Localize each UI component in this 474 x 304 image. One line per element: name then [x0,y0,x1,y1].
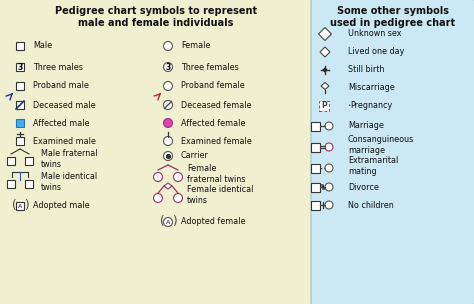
Text: Pregnancy: Pregnancy [350,102,392,110]
Text: Adopted male: Adopted male [33,202,90,210]
Text: Male fraternal
twins: Male fraternal twins [41,149,98,169]
Circle shape [164,151,173,161]
Text: Deceased male: Deceased male [33,101,96,109]
Bar [311,201,320,209]
Text: ): ) [24,199,28,212]
Polygon shape [319,27,331,40]
Bar [16,63,24,71]
Circle shape [164,217,173,226]
Text: Carrier: Carrier [181,151,209,161]
Bar [7,180,15,188]
Circle shape [173,194,182,202]
Text: •: • [347,102,350,108]
Circle shape [164,63,173,71]
Bar [16,42,24,50]
FancyBboxPatch shape [0,0,313,304]
Circle shape [154,194,163,202]
Bar [16,202,24,210]
Text: Male: Male [33,42,52,50]
Text: Three males: Three males [33,63,83,71]
Text: (: ( [12,199,16,212]
Text: Proband male: Proband male [33,81,89,91]
Text: Some other symbols
used in pedigree chart: Some other symbols used in pedigree char… [330,6,456,28]
Bar [16,137,24,145]
Text: Male identical
twins: Male identical twins [41,172,97,192]
Bar [25,180,33,188]
Polygon shape [321,82,329,89]
Circle shape [164,81,173,91]
Circle shape [325,164,333,172]
Text: Divorce: Divorce [348,182,379,192]
Text: Lived one day: Lived one day [348,47,404,57]
Text: A: A [166,219,170,224]
Text: Affected female: Affected female [181,119,246,127]
Text: Female identical
twins: Female identical twins [187,185,254,205]
Circle shape [164,136,173,146]
Text: Still birth: Still birth [348,65,384,74]
Text: Examined female: Examined female [181,136,252,146]
Circle shape [164,119,173,127]
Circle shape [325,201,333,209]
Circle shape [164,42,173,50]
Bar [311,164,320,172]
Text: Pedigree chart symbols to represent
male and female individuals: Pedigree chart symbols to represent male… [55,6,257,28]
Text: P: P [321,102,327,110]
Text: Deceased female: Deceased female [181,101,252,109]
Bar [311,143,320,151]
Bar [25,157,33,165]
Circle shape [164,101,173,109]
Bar [319,101,329,111]
Text: Miscarriage: Miscarriage [348,84,395,92]
Circle shape [325,122,333,130]
Bar [311,182,320,192]
Circle shape [154,172,163,181]
Bar [311,122,320,130]
Circle shape [173,172,182,181]
Polygon shape [164,183,172,189]
Text: A: A [18,203,22,209]
FancyBboxPatch shape [311,0,474,304]
Bar [16,101,24,109]
Text: Adopted female: Adopted female [181,217,246,226]
Text: Three females: Three females [181,63,239,71]
Text: Proband female: Proband female [181,81,245,91]
Text: ): ) [172,216,176,229]
Text: Female: Female [181,42,210,50]
Bar [16,82,24,90]
Polygon shape [320,47,330,57]
Circle shape [325,143,333,151]
Text: Consanguineous
marriage: Consanguineous marriage [348,135,414,155]
Text: Extramarital
mating: Extramarital mating [348,156,398,176]
Polygon shape [323,68,327,72]
Text: Female
fraternal twins: Female fraternal twins [187,164,246,184]
Text: Unknown sex: Unknown sex [348,29,401,39]
Text: (: ( [160,216,164,229]
Text: 3: 3 [18,63,23,71]
Bar [7,157,15,165]
Text: 3: 3 [165,63,171,71]
Text: Marriage: Marriage [348,122,384,130]
Text: No children: No children [348,201,394,209]
Text: Affected male: Affected male [33,119,90,127]
Text: Examined male: Examined male [33,136,96,146]
Bar [16,119,24,127]
Circle shape [325,183,333,191]
